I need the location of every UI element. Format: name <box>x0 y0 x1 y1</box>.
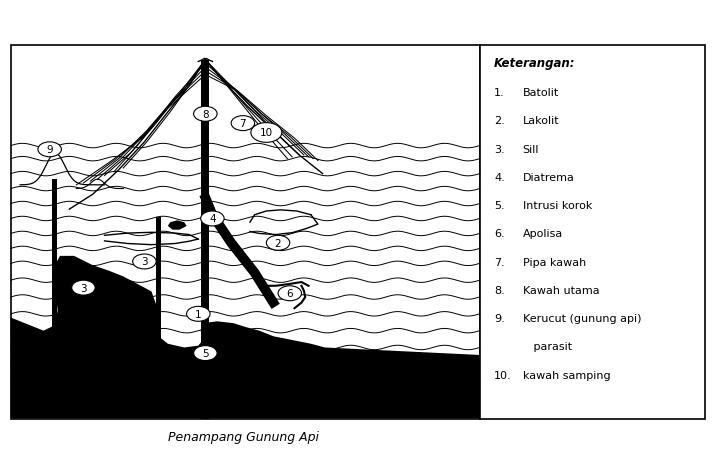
Text: Kerucut (gunung api): Kerucut (gunung api) <box>523 313 642 324</box>
Circle shape <box>278 286 301 301</box>
Polygon shape <box>156 217 161 381</box>
Text: 10: 10 <box>260 128 273 138</box>
Circle shape <box>266 236 290 251</box>
Text: 8.: 8. <box>494 285 505 295</box>
Text: Lakolit: Lakolit <box>523 116 559 126</box>
Circle shape <box>187 307 210 322</box>
Text: 9: 9 <box>47 145 53 155</box>
Text: 6.: 6. <box>494 229 505 239</box>
Text: Apolisa: Apolisa <box>523 229 563 239</box>
Text: 2: 2 <box>275 238 281 248</box>
Polygon shape <box>11 256 480 419</box>
Circle shape <box>38 142 62 157</box>
Bar <box>480 46 705 419</box>
Text: 4.: 4. <box>494 172 505 182</box>
Text: Penampang Gunung Api: Penampang Gunung Api <box>168 430 319 443</box>
Text: Intrusi korok: Intrusi korok <box>523 201 592 211</box>
Text: Kawah utama: Kawah utama <box>523 285 599 295</box>
Text: 3: 3 <box>141 257 147 267</box>
Circle shape <box>200 212 224 227</box>
Text: 3.: 3. <box>494 144 505 154</box>
Text: 5: 5 <box>202 349 208 358</box>
Circle shape <box>193 346 217 361</box>
Circle shape <box>231 116 255 131</box>
Text: Batolit: Batolit <box>523 88 559 98</box>
Text: 7: 7 <box>240 119 246 129</box>
Text: Pipa kawah: Pipa kawah <box>523 257 586 267</box>
Text: 9.: 9. <box>494 313 505 324</box>
Text: kawah samping: kawah samping <box>523 370 610 380</box>
Polygon shape <box>168 221 187 230</box>
Text: 10.: 10. <box>494 370 512 380</box>
Circle shape <box>132 254 156 269</box>
Text: 7.: 7. <box>494 257 505 267</box>
Text: parasit: parasit <box>523 342 572 352</box>
Polygon shape <box>52 180 57 389</box>
Text: Sill: Sill <box>523 144 539 154</box>
Text: 1.: 1. <box>494 88 505 98</box>
Text: Diatrema: Diatrema <box>523 172 574 182</box>
Text: 5.: 5. <box>494 201 505 211</box>
Circle shape <box>72 281 95 295</box>
Text: 3: 3 <box>80 283 87 293</box>
Text: 4: 4 <box>209 214 216 224</box>
Circle shape <box>193 107 217 122</box>
Text: 2.: 2. <box>494 116 505 126</box>
Polygon shape <box>200 61 209 419</box>
Text: 6: 6 <box>286 288 293 298</box>
Text: Keterangan:: Keterangan: <box>494 57 576 70</box>
Text: 8: 8 <box>202 110 208 120</box>
Text: 1: 1 <box>195 309 202 319</box>
Circle shape <box>251 123 282 143</box>
Bar <box>11 46 480 419</box>
